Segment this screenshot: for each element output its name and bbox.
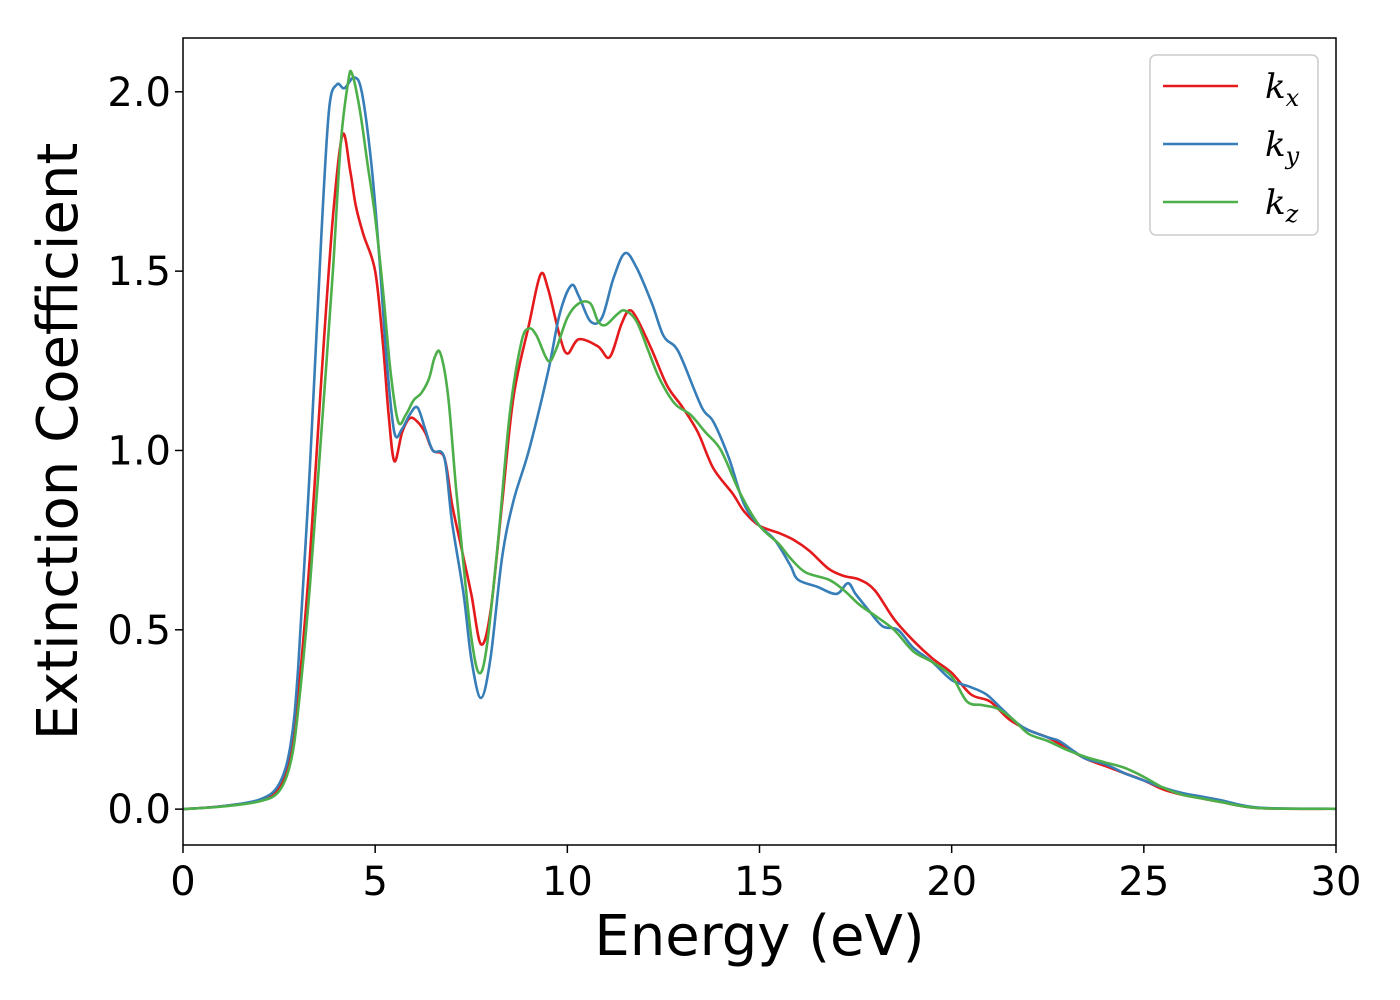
y-tick-label: 1.5 [107, 249, 171, 295]
legend-label-y: ky [1265, 125, 1300, 170]
y-tick-label: 2.0 [107, 70, 171, 116]
x-tick-label: 30 [1311, 859, 1362, 905]
ticks-layer: 0 5 10 15 20 25 30 0.0 0.5 1.0 1.5 2.0 [107, 70, 1361, 905]
legend-label-z: kz [1265, 183, 1299, 228]
x-tick-label: 0 [170, 859, 195, 905]
y-tick-label: 0.0 [107, 787, 171, 833]
series-line-z [183, 69, 1336, 811]
y-tick-label: 1.0 [107, 428, 171, 474]
legend-label-x: kx [1265, 67, 1300, 112]
x-tick-label: 5 [362, 859, 387, 905]
series-line-x [183, 132, 1336, 811]
x-tick-label: 15 [734, 859, 785, 905]
x-tick-label: 25 [1118, 859, 1169, 905]
x-axis-label: Energy (eV) [594, 904, 924, 969]
legend: kx ky kz [1149, 54, 1319, 236]
series-layer [183, 69, 1336, 811]
y-axis-label: Extinction Coefficient [26, 143, 91, 741]
y-tick-label: 0.5 [107, 608, 171, 654]
x-tick-label: 10 [542, 859, 593, 905]
x-tick-label: 20 [926, 859, 977, 905]
